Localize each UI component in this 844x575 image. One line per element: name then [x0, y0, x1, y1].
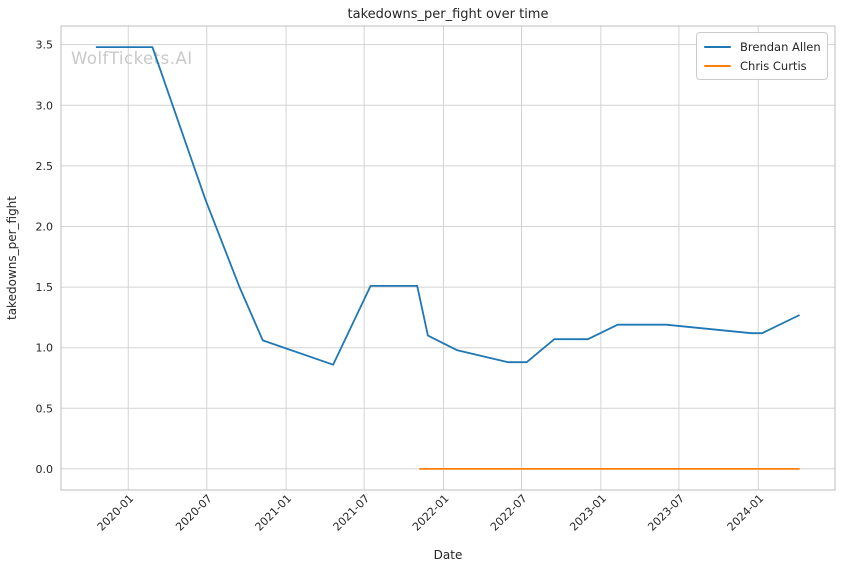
- x-tick-label: 2024-01: [725, 492, 767, 534]
- y-tick-label: 3.5: [36, 39, 54, 52]
- x-tick-label: 2023-01: [567, 492, 609, 534]
- x-tick-label: 2020-01: [95, 492, 137, 534]
- watermark: WolfTickets.AI: [71, 49, 193, 68]
- y-tick-label: 0.5: [36, 402, 54, 415]
- legend-label: Chris Curtis: [740, 58, 807, 73]
- x-tick-label: 2021-07: [331, 492, 373, 534]
- y-tick-label: 2.5: [36, 160, 54, 173]
- x-tick-label: 2023-07: [645, 492, 687, 534]
- legend: Brendan Allen Chris Curtis: [696, 32, 828, 80]
- x-tick-label: 2020-07: [173, 492, 215, 534]
- x-axis-label: Date: [433, 548, 463, 562]
- legend-item-chris-curtis: Chris Curtis: [704, 56, 819, 75]
- x-tick-label: 2022-01: [410, 492, 452, 534]
- y-axis-label: takedowns_per_fight: [5, 196, 19, 321]
- legend-label: Brendan Allen: [740, 39, 821, 54]
- series-line-brendan-allen: [95, 46, 800, 366]
- chart-title: takedowns_per_fight over time: [347, 7, 549, 22]
- y-tick-label: 1.5: [36, 281, 54, 294]
- legend-line-swatch-orange: [704, 64, 731, 67]
- x-tick-label: 2022-07: [488, 492, 530, 534]
- x-tick-label: 2021-01: [253, 492, 295, 534]
- y-tick-label: 1.0: [36, 342, 54, 355]
- y-tick-label: 0.0: [36, 463, 54, 476]
- legend-line-swatch-blue: [704, 45, 731, 48]
- plot-border: [60, 25, 836, 491]
- y-tick-label: 2.0: [36, 220, 54, 233]
- legend-item-brendan-allen: Brendan Allen: [704, 37, 821, 56]
- y-tick-label: 3.0: [36, 99, 54, 112]
